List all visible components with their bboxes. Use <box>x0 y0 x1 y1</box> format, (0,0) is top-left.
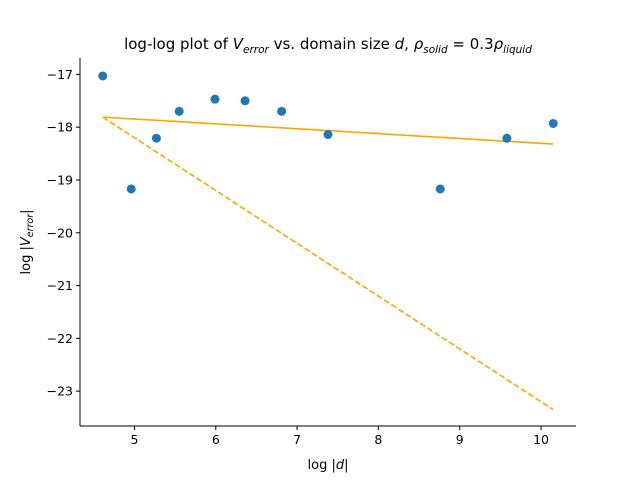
x-tick-label: 6 <box>212 432 220 447</box>
reference-line-dashed <box>102 116 554 411</box>
data-point <box>210 94 220 104</box>
y-tick-label: −22 <box>47 331 73 346</box>
data-point <box>548 118 558 128</box>
data-point <box>502 133 512 143</box>
chart-title: log-log plot of Verror vs. domain size d… <box>124 35 532 56</box>
data-point <box>277 106 287 116</box>
y-tick-label: −23 <box>47 384 73 399</box>
x-axis-label: log |d| <box>308 458 349 473</box>
y-axis-label: log |Verror| <box>19 209 36 274</box>
y-tick-label: −17 <box>47 67 73 82</box>
plot-area <box>98 71 558 411</box>
x-tick-label: 5 <box>131 432 139 447</box>
data-point <box>98 71 108 81</box>
x-tick-label: 7 <box>293 432 301 447</box>
y-tick-label: −18 <box>47 120 73 135</box>
data-point <box>435 184 445 194</box>
x-tick-label: 9 <box>456 432 464 447</box>
data-point <box>240 96 250 106</box>
x-tick-label: 10 <box>533 432 549 447</box>
data-point <box>126 184 136 194</box>
data-point <box>174 106 184 116</box>
x-tick-label: 8 <box>374 432 382 447</box>
axes: 5 6 7 8 9 10 −17 −18 −19 −20 −21 −22 −23 <box>47 58 576 447</box>
data-point <box>323 130 333 140</box>
y-tick-label: −20 <box>47 225 73 240</box>
data-point <box>151 133 161 143</box>
y-tick-label: −21 <box>47 278 73 293</box>
y-tick-label: −19 <box>47 172 73 187</box>
